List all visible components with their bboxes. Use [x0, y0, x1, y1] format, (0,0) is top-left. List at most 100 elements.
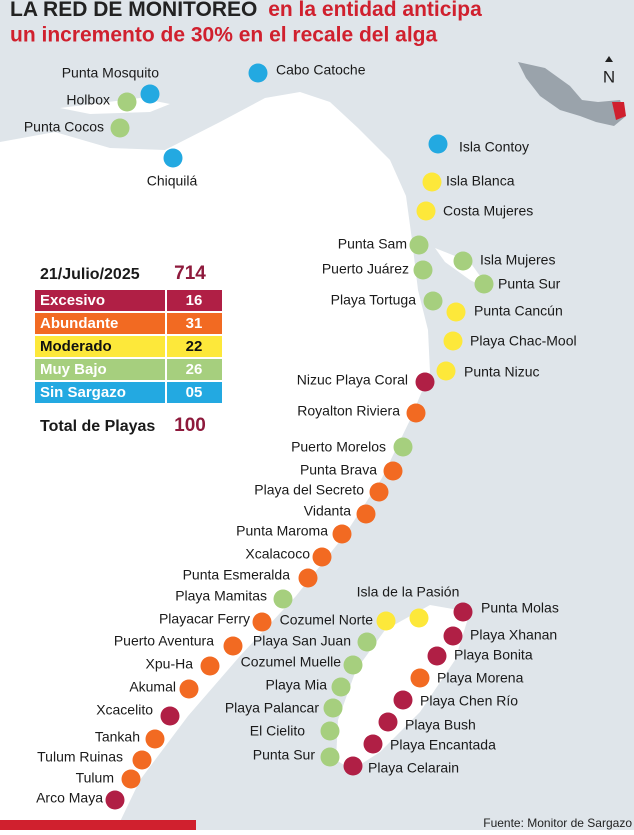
beach-dot: [409, 608, 429, 628]
beach-label: Playa del Secreto: [254, 482, 364, 498]
beach-label: Playa Celarain: [368, 760, 459, 776]
title-dark: LA RED DE MONITOREO: [10, 0, 257, 21]
beach-label: Playa Morena: [437, 670, 524, 686]
beach-dot: [422, 172, 442, 192]
beach-label: Punta Maroma: [236, 523, 328, 539]
beach-label: Playa Bush: [405, 717, 476, 733]
beach-label: Punta Sur: [498, 276, 561, 292]
beach-label: Punta Mosquito: [62, 65, 159, 81]
source: Fuente: Monitor de Sargazo: [483, 816, 632, 830]
beach-dot: [320, 721, 340, 741]
beach-dot: [413, 260, 433, 280]
legend-label: Moderado: [40, 338, 112, 355]
beach-dot: [121, 769, 141, 789]
compass-arrow: [605, 56, 613, 62]
cozumel-island: [336, 605, 470, 770]
legend-count: 26: [186, 361, 203, 378]
beach-dot: [223, 636, 243, 656]
legend-count: 31: [186, 315, 203, 332]
beach-dot: [436, 361, 456, 381]
beach-dot: [376, 611, 396, 631]
beach-dot: [416, 201, 436, 221]
beach-dot: [105, 790, 125, 810]
beach-dot: [343, 756, 363, 776]
beach-dot: [312, 547, 332, 567]
beach-label: Xcalacoco: [245, 546, 310, 562]
legend-swatch: [35, 336, 165, 357]
legend-count-cell: [167, 359, 222, 380]
beach-label: Isla Mujeres: [480, 252, 555, 268]
beach-dot: [332, 524, 352, 544]
beach-dot: [474, 274, 494, 294]
legend-date: 21/Julio/2025: [40, 266, 140, 283]
beach-label: Puerto Morelos: [291, 439, 386, 455]
beach-label: Tulum: [76, 770, 114, 786]
beach-dot: [320, 747, 340, 767]
beach-dot: [273, 589, 293, 609]
beach-dot: [383, 461, 403, 481]
beach-label: Cozumel Muelle: [241, 654, 342, 670]
legend-total-label: Total de Playas: [40, 418, 155, 435]
legend-swatch: [35, 359, 165, 380]
beach-label: Xpu-Ha: [146, 656, 194, 672]
beach-label: El Cielito: [250, 723, 305, 739]
beach-label: Playa Chen Río: [420, 693, 518, 709]
beach-label: Playa Palancar: [225, 700, 320, 716]
beach-label: Puerto Juárez: [322, 261, 409, 277]
beach-dot: [298, 568, 318, 588]
beach-label: Punta Sur: [253, 747, 316, 763]
beach-dot: [406, 403, 426, 423]
beach-dot: [117, 92, 137, 112]
beach-label: Playa Tortuga: [331, 292, 417, 308]
beach-dot: [446, 302, 466, 322]
beach-label: Punta Esmeralda: [183, 567, 291, 583]
footer-bar: [0, 820, 196, 830]
beach-label: Punta Sam: [338, 236, 407, 252]
beach-dot: [356, 504, 376, 524]
beach-dot: [323, 698, 343, 718]
legend-count-cell: [167, 313, 222, 334]
beach-label: Punta Nizuc: [464, 364, 539, 380]
beach-label: Cabo Catoche: [276, 62, 366, 78]
legend-label: Excesivo: [40, 292, 105, 309]
beach-dot: [378, 712, 398, 732]
beach-dot: [428, 134, 448, 154]
beach-label: Vidanta: [304, 503, 351, 519]
beach-dot: [427, 646, 447, 666]
beach-label: Akumal: [129, 679, 176, 695]
legend-swatch: [35, 290, 165, 311]
beach-dot: [369, 482, 389, 502]
beach-label: Nizuc Playa Coral: [297, 372, 408, 388]
beach-label: Punta Molas: [481, 600, 559, 616]
beach-dot: [415, 372, 435, 392]
beach-dot: [248, 63, 268, 83]
beach-dot: [443, 626, 463, 646]
beach-label: Cozumel Norte: [280, 612, 374, 628]
title-line-2: un incremento de 30% en el recale del al…: [10, 24, 437, 47]
beach-dot: [252, 612, 272, 632]
title: LA RED DE MONITOREO en la entidad antici…: [10, 0, 482, 21]
beach-dot: [363, 734, 383, 754]
beach-dot: [393, 690, 413, 710]
legend: 21/Julio/2025 714 Total de Playas 100 Ex…: [35, 263, 222, 436]
points: Punta Mosquito Holbox Punta Cocos Chiquilá C…: [24, 62, 577, 810]
beach-label: Holbox: [66, 92, 110, 108]
beach-dot: [453, 251, 473, 271]
beach-label: Playa Mamitas: [175, 588, 267, 604]
beach-dot: [343, 655, 363, 675]
beach-label: Royalton Riviera: [297, 403, 400, 419]
beach-dot: [179, 679, 199, 699]
beach-dot: [357, 632, 377, 652]
legend-swatch: [35, 313, 165, 334]
legend-date-total: 714: [174, 263, 206, 284]
beach-label: Puerto Aventura: [114, 633, 214, 649]
beach-label: Playa San Juan: [253, 633, 351, 649]
beach-label: Playa Chac-Mool: [470, 333, 577, 349]
legend-count-cell: [167, 290, 222, 311]
beach-label: Isla Contoy: [459, 139, 529, 155]
title-red: en la entidad anticipa: [268, 0, 482, 21]
beach-label: Tankah: [95, 729, 140, 745]
beach-dot: [110, 118, 130, 138]
beach-label: Playa Xhanan: [470, 627, 557, 643]
